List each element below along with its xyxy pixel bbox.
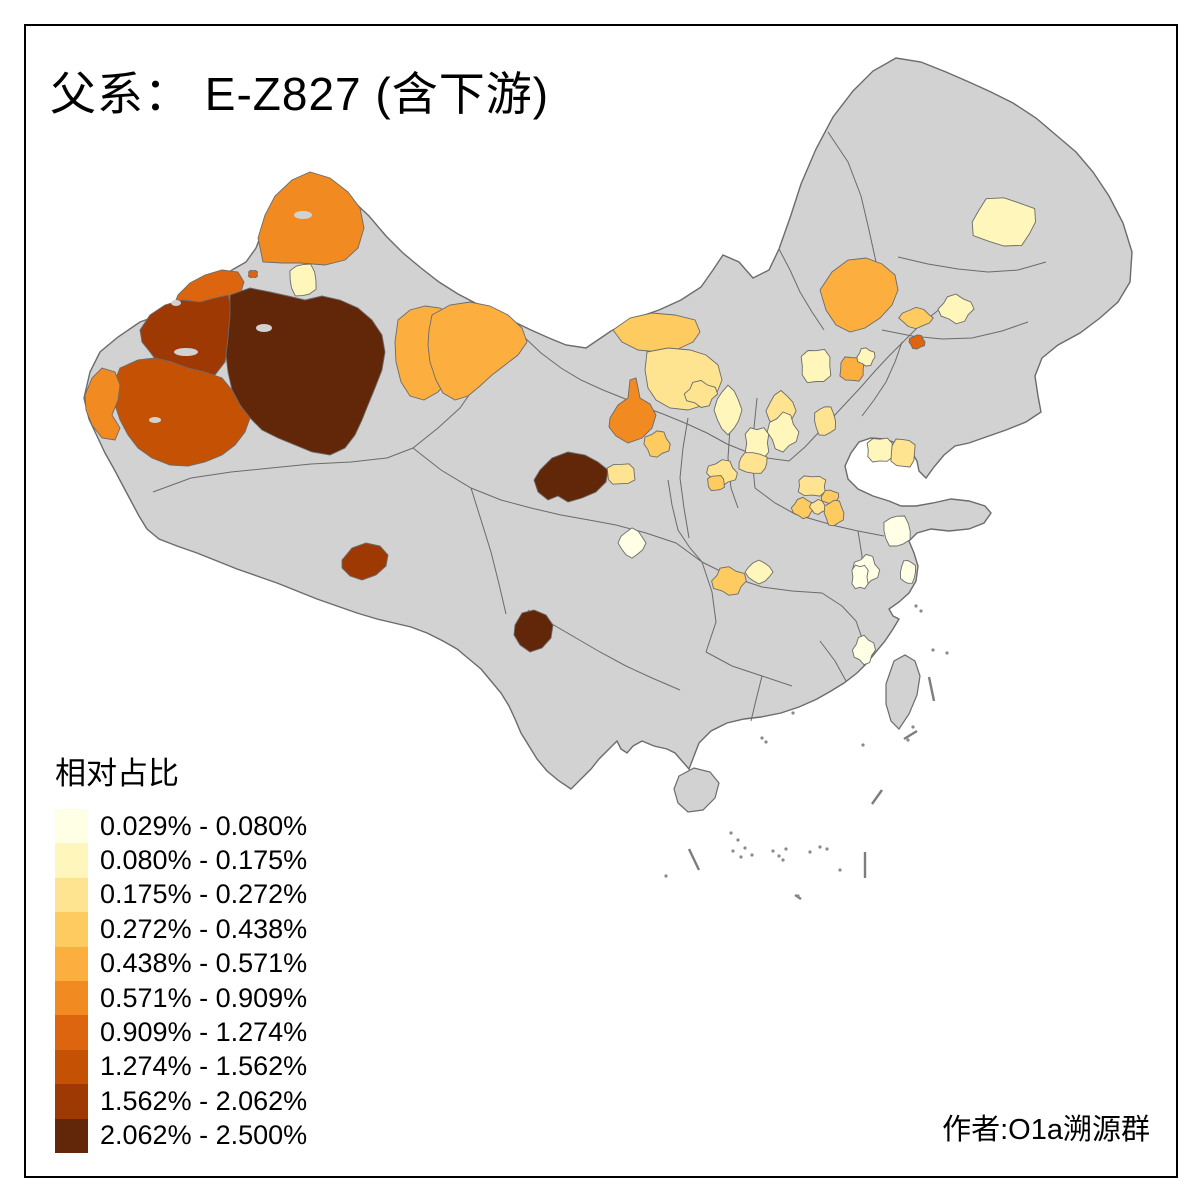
map-region-yulin	[683, 379, 719, 408]
legend-label: 0.272% - 0.438%	[100, 913, 308, 944]
map-region-haidong	[643, 430, 671, 458]
map-region-suihua	[971, 197, 1036, 247]
legend-row: 0.909% - 1.274%	[55, 1015, 308, 1050]
map-region-nanyang	[711, 566, 747, 596]
map-region-zhoukou	[744, 559, 774, 585]
legend-swatch	[55, 843, 88, 878]
legend-rows: 0.029% - 0.080% 0.080% - 0.175% 0.175% - 0…	[55, 809, 307, 1153]
legend-row: 0.438% - 0.571%	[55, 946, 308, 981]
map-region-taian	[808, 499, 828, 516]
legend-label: 2.062% - 2.500%	[100, 1120, 308, 1151]
map-region-ningxia-east	[713, 384, 743, 436]
map-region-jinan	[790, 496, 816, 520]
map-title: 父系： E-Z827 (含下游)	[50, 68, 550, 120]
map-region-tacheng	[257, 171, 365, 266]
legend-label: 0.080% - 0.175%	[100, 845, 308, 876]
taiwan-island	[885, 654, 921, 730]
map-region-bayannur	[612, 312, 701, 353]
map-region-binzhou	[866, 437, 894, 463]
map-region-chengdu	[617, 527, 647, 559]
map-region-shihezi	[289, 263, 317, 297]
map-region-xining	[608, 377, 657, 444]
legend-row: 1.562% - 2.062%	[55, 1084, 308, 1119]
legend-swatch	[55, 946, 88, 981]
legend-label: 1.562% - 2.062%	[100, 1085, 308, 1116]
map-region-tongchuan	[707, 475, 725, 491]
legend-label: 0.909% - 1.274%	[100, 1017, 308, 1048]
legend-label: 0.438% - 0.571%	[100, 948, 308, 979]
map-region-huangnan	[606, 463, 636, 485]
legend-swatch	[55, 1049, 88, 1085]
legend: 相对占比 0.029% - 0.080% 0.080% - 0.175% 0.175…	[55, 748, 307, 1153]
legend-label: 1.274% - 1.562%	[100, 1051, 308, 1082]
legend-swatch	[55, 1015, 88, 1050]
map-region-suzhou-wuxi	[883, 515, 911, 547]
legend-label: 0.175% - 0.272%	[100, 879, 308, 910]
map-region-anyang	[797, 475, 827, 497]
colored-regions	[84, 171, 1036, 666]
map-region-jiuquan	[427, 301, 528, 401]
legend-row: 0.272% - 0.438%	[55, 912, 308, 947]
legend-row: 0.571% - 0.909%	[55, 980, 308, 1016]
legend-label: 0.029% - 0.080%	[100, 810, 308, 841]
legend-swatch	[55, 877, 88, 913]
hainan-island	[673, 767, 720, 813]
nine-dash-line	[664, 604, 949, 900]
map-region-linfen	[738, 452, 768, 474]
legend-row: 0.080% - 0.175%	[55, 843, 308, 878]
map-region-beijing	[800, 348, 832, 384]
plot-border	[24, 24, 1178, 1178]
map-region-cangzhou	[814, 406, 836, 436]
islands	[673, 654, 921, 813]
legend-label: 0.571% - 0.909%	[100, 982, 308, 1013]
map-region-ningbo	[899, 560, 916, 584]
map-region-fuzhou-putian	[851, 634, 876, 666]
map-region-tibet-central	[341, 542, 389, 581]
legend-swatch	[55, 1084, 88, 1119]
map-region-panjin	[908, 334, 926, 350]
map-region-yancheng	[890, 438, 916, 468]
map-region-karamay	[247, 269, 259, 279]
map-region-zibo	[823, 499, 845, 527]
map-region-fuxin	[937, 293, 975, 325]
legend-swatch	[55, 809, 88, 844]
legend-title: 相对占比	[55, 756, 179, 791]
map-region-qinghai-south	[533, 451, 609, 503]
map-region-qinhuangdao	[856, 347, 876, 367]
map-region-jilin-central	[819, 257, 899, 333]
legend-row: 2.062% - 2.500%	[55, 1118, 308, 1153]
map-region-kashgar-hotan	[113, 357, 251, 467]
map-region-kizilsu	[84, 367, 121, 441]
legend-swatch	[55, 980, 88, 1016]
attribution-text: 作者:O1a溯源群	[942, 1114, 1150, 1146]
map-region-jinzhou	[898, 306, 934, 330]
legend-row: 0.029% - 0.080%	[55, 809, 308, 844]
legend-row: 0.175% - 0.272%	[55, 877, 308, 913]
legend-swatch	[55, 1118, 88, 1153]
legend-swatch	[55, 912, 88, 947]
legend-row: 1.274% - 1.562%	[55, 1049, 308, 1085]
map-region-shaoxing	[851, 564, 869, 590]
map-region-yunnan-west	[513, 609, 554, 653]
